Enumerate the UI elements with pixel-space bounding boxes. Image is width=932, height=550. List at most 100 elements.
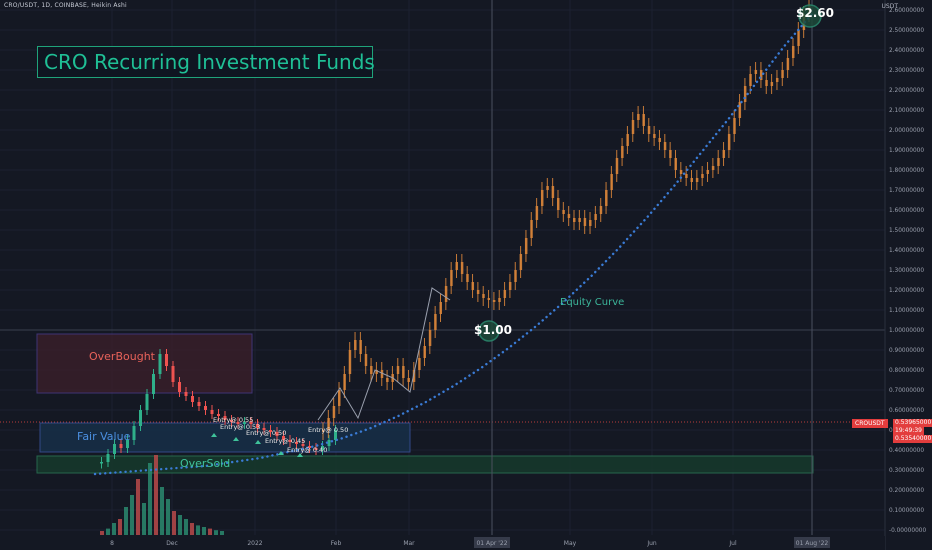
overbought-label: OverBought	[89, 350, 155, 363]
projected-candle	[599, 206, 603, 214]
candle	[288, 440, 292, 442]
x-tick-label: Jul	[728, 540, 737, 547]
projected-candle	[621, 146, 624, 158]
projected-candle	[423, 346, 426, 358]
candle	[158, 354, 162, 374]
entry-label: Entry@ 0.50	[308, 426, 349, 434]
zigzag-path	[317, 287, 451, 421]
candle	[132, 426, 136, 440]
projected-candle	[556, 198, 560, 210]
y-tick-label: 2.00000000	[889, 128, 924, 134]
candle	[334, 430, 337, 440]
x-tick-label: 2022	[247, 540, 262, 547]
projected-candle	[492, 300, 496, 302]
y-tick-label: 0.80000000	[889, 368, 924, 374]
projected-candle	[487, 298, 491, 300]
candle	[308, 446, 311, 448]
equity-curve	[93, 12, 814, 476]
projected-candle	[338, 390, 341, 406]
projected-candle	[589, 220, 592, 226]
y-tick-label: 1.50000000	[889, 228, 924, 234]
symbol-price-tag: CROUSDT	[852, 419, 888, 428]
projected-candle	[386, 378, 389, 382]
projected-candle	[476, 290, 480, 294]
y-tick-label: 2.50000000	[889, 28, 924, 34]
projected-candle	[690, 178, 694, 182]
projected-candle	[503, 290, 507, 298]
x-tick-label: Feb	[331, 540, 342, 547]
projected-candle	[706, 170, 710, 174]
projected-candle	[482, 294, 485, 298]
candle	[217, 414, 220, 416]
projected-candle	[658, 138, 661, 142]
overbought-zone	[36, 333, 253, 394]
projected-candle	[738, 102, 742, 118]
projected-candle	[573, 218, 576, 222]
candle	[275, 432, 279, 436]
entry-label: Entry@ 0.40	[287, 446, 328, 454]
projected-candle	[583, 218, 587, 226]
volume-bar	[124, 507, 128, 535]
volume-bar	[184, 519, 188, 535]
projected-candle	[466, 274, 469, 282]
candle	[295, 442, 298, 444]
candle	[249, 422, 253, 424]
y-tick-label: 1.10000000	[889, 308, 924, 314]
projected-candle	[327, 418, 330, 430]
volume-bar	[100, 531, 104, 535]
candle	[171, 366, 175, 382]
price-axis-bg	[885, 0, 932, 550]
projected-candle	[460, 262, 464, 274]
projected-candle	[594, 214, 597, 220]
y-tick-label: 1.60000000	[889, 208, 924, 214]
projected-candle	[375, 370, 378, 374]
projected-candle	[364, 354, 368, 366]
candle	[262, 428, 266, 430]
projected-candle	[540, 190, 544, 206]
volume-bar	[172, 511, 176, 535]
projected-candle	[380, 370, 384, 378]
candle	[204, 406, 207, 410]
projected-candle	[791, 46, 795, 58]
y-tick-label: 1.70000000	[889, 188, 924, 194]
oversold-label: OverSold	[180, 457, 231, 470]
volume-bar	[214, 530, 218, 535]
equity-curve-label: Equity Curve	[560, 297, 625, 308]
volume-bar	[136, 479, 140, 535]
candle	[236, 422, 240, 424]
volume-bar	[160, 487, 164, 535]
y-tick-label: 1.40000000	[889, 248, 924, 254]
projected-candle	[332, 406, 336, 418]
projected-candle	[786, 58, 790, 70]
chart-title: CRO Recurring Investment Funds	[44, 50, 375, 74]
x-tick-label: 01 Aug '22	[796, 540, 829, 547]
x-tick-label: May	[564, 540, 577, 547]
y-tick-label: 1.90000000	[889, 148, 924, 154]
projected-candle	[428, 330, 432, 346]
volume-bar	[166, 499, 170, 535]
oversold-zone	[36, 455, 814, 474]
candle	[184, 392, 188, 396]
projected-candle	[407, 378, 410, 382]
projected-candle	[605, 190, 608, 206]
projected-candle	[695, 178, 699, 182]
candle	[106, 454, 110, 462]
projected-candle	[434, 314, 437, 330]
volume-bar	[112, 523, 116, 535]
projected-candle	[359, 340, 362, 354]
projected-candle	[444, 286, 448, 302]
candle	[191, 396, 194, 402]
projected-candle	[631, 120, 635, 134]
x-tick-highlight	[474, 537, 510, 548]
x-tick-label: Dec	[166, 540, 178, 547]
projected-candle	[343, 374, 346, 390]
projected-candle	[770, 82, 774, 86]
projected-candle	[717, 158, 720, 166]
symbol-header: CRO/USDT, 1D, COINBASE, Heikin Ashi	[4, 2, 127, 9]
volume-bar	[190, 523, 194, 535]
y-tick-label: 0.40000000	[889, 448, 924, 454]
projected-candle	[418, 358, 421, 370]
y-tick-label: 2.60000000	[889, 8, 924, 14]
